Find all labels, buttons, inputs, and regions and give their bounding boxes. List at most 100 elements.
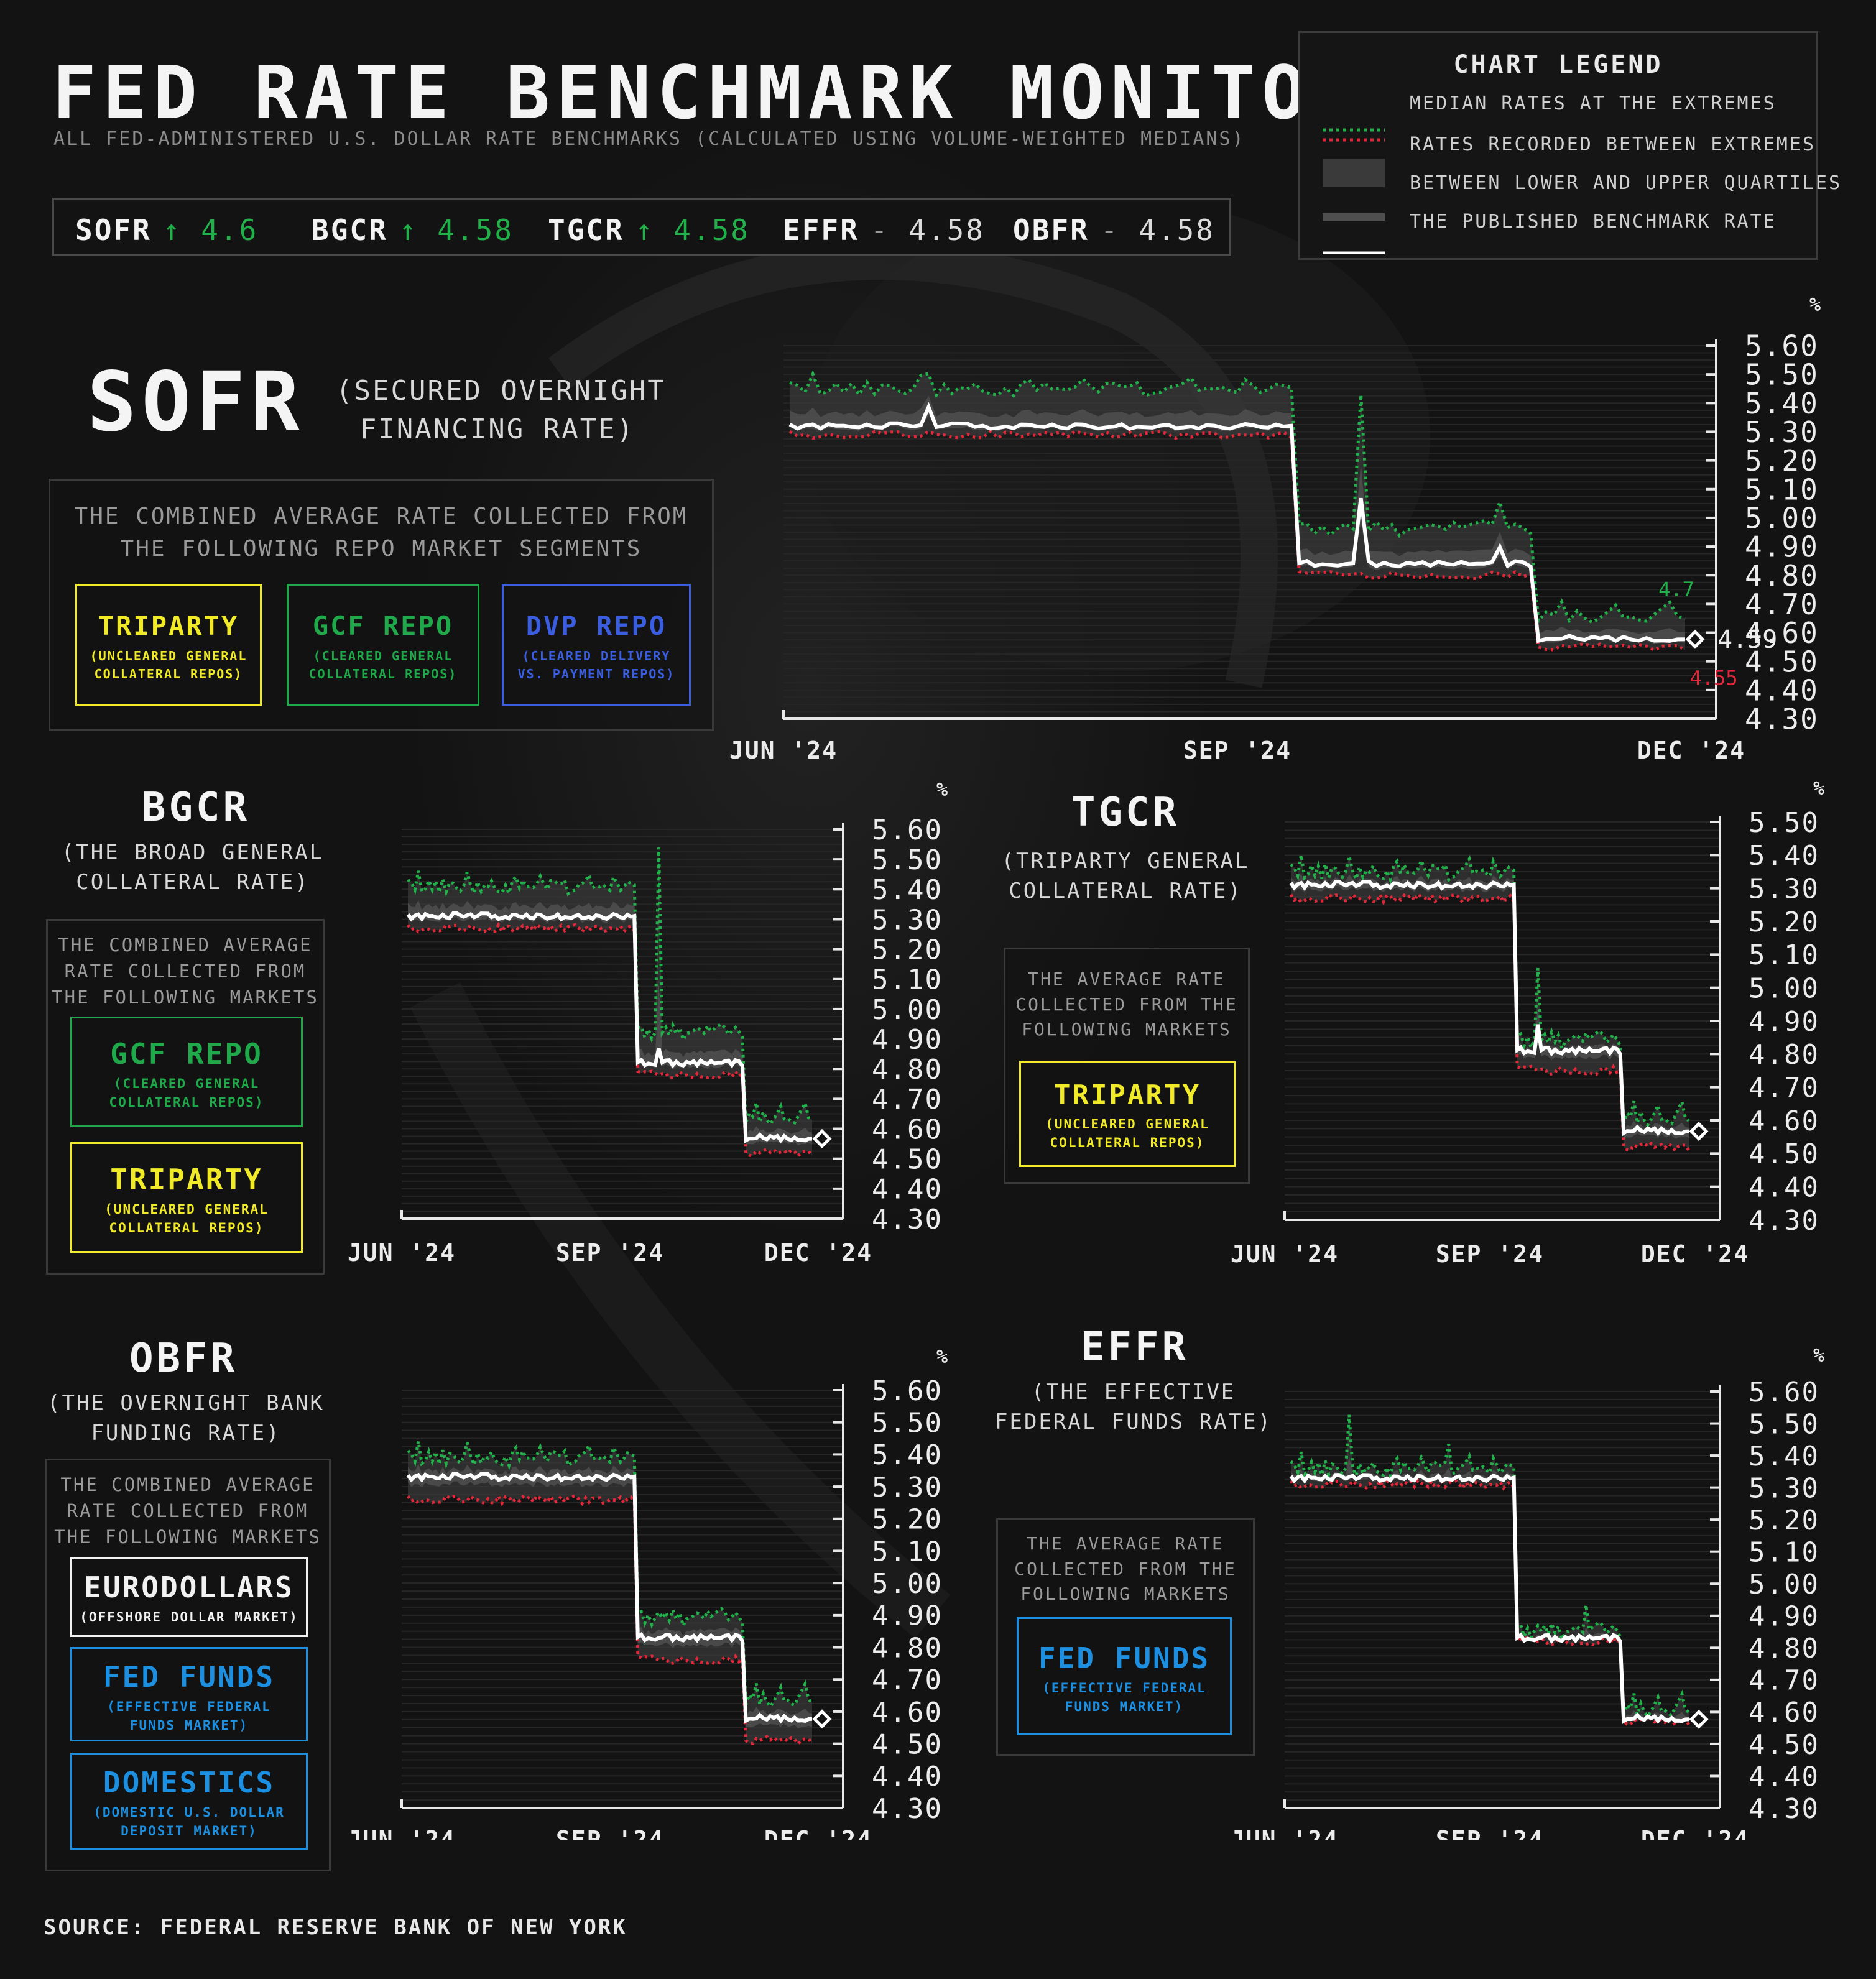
y-tick-label: 5.00 [1749, 1569, 1819, 1600]
y-tick-label: 5.30 [872, 904, 943, 936]
obfr-box-line2: RATE COLLECTED FROM [67, 1500, 309, 1522]
y-tick-label: 5.40 [1749, 1441, 1819, 1472]
y-tick-label: 5.00 [1745, 501, 1819, 535]
benchmark-line [1289, 880, 1689, 1137]
tgcr-chart: 5.505.405.305.205.105.004.904.804.704.60… [1231, 778, 1824, 1268]
market-name: FED FUNDS [103, 1660, 275, 1694]
bgcr-market-gcf: GCF REPO (CLEARED GENERAL COLLATERAL REP… [70, 1017, 303, 1127]
x-tick-label: DEC '24 [764, 1826, 872, 1840]
market-desc-2: FUNDS MARKET) [1065, 1699, 1184, 1715]
y-tick-label: 5.20 [1749, 906, 1819, 938]
y-tick-label: 5.30 [1745, 415, 1819, 449]
bgcr-title: BGCR [141, 785, 251, 831]
y-tick-label: 5.50 [872, 1408, 943, 1439]
bgcr-market-triparty: TRIPARTY (UNCLEARED GENERAL COLLATERAL R… [70, 1142, 303, 1253]
obfr-box-line3: THE FOLLOWING MARKETS [54, 1526, 321, 1548]
y-tick-label: 5.30 [872, 1472, 943, 1503]
y-tick-label: 4.90 [1745, 530, 1819, 564]
benchmark-line [406, 1472, 813, 1724]
tgcr-box-line3: FOLLOWING MARKETS [1022, 1019, 1232, 1040]
y-tick-label: 5.50 [1745, 358, 1819, 392]
ticker-tgcr: TGCR ↑ 4.58 [548, 213, 750, 247]
upper-extreme-line [407, 1441, 813, 1710]
bgcr-chart: 5.605.505.405.305.205.105.004.904.804.70… [348, 779, 948, 1266]
y-tick-label: 4.70 [1749, 1665, 1819, 1697]
market-desc-1: (UNCLEARED GENERAL [90, 648, 247, 663]
latest-value-marker [812, 1128, 832, 1148]
effr-markets-box: THE AVERAGE RATE COLLECTED FROM THE FOLL… [996, 1518, 1255, 1756]
market-desc-2: COLLATERAL REPOS) [109, 1220, 264, 1236]
tgcr-box-line1: THE AVERAGE RATE [1028, 969, 1226, 989]
ticker-value: 4.58 [673, 213, 750, 247]
y-tick-label: 4.40 [1745, 673, 1819, 707]
legend-title: CHART LEGEND [1453, 50, 1663, 79]
y-tick-label: 4.60 [1749, 1105, 1819, 1137]
bgcr-fullname-1: (THE BROAD GENERAL [61, 840, 325, 865]
quartile-band [790, 395, 1685, 644]
latest-value-marker [1689, 1122, 1709, 1142]
legend-item-between: RATES RECORDED BETWEEN EXTREMES [1410, 134, 1816, 155]
market-name: TRIPARTY [98, 611, 239, 641]
y-tick-label: 4.90 [1749, 1006, 1819, 1038]
y-axis-unit: % [936, 1346, 948, 1368]
extremes-band [1291, 1414, 1689, 1725]
y-tick-label: 5.40 [872, 874, 943, 906]
x-tick-label: DEC '24 [1641, 1826, 1749, 1840]
ticker-value: 4.58 [908, 213, 985, 247]
ticker-bgcr: BGCR ↑ 4.58 [312, 213, 514, 247]
market-desc-2: COLLATERAL REPOS) [1050, 1135, 1205, 1151]
market-desc-1: (CLEARED DELIVERY [522, 648, 671, 663]
obfr-fullname-2: FUNDING RATE) [91, 1421, 281, 1446]
sofr-title: SOFR [87, 354, 305, 450]
ticker-label: OBFR [1013, 213, 1089, 247]
bgcr-fullname-2: COLLATERAL RATE) [76, 870, 310, 895]
bgcr-box-line3: THE FOLLOWING MARKETS [52, 987, 319, 1008]
y-tick-label: 5.10 [1749, 1537, 1819, 1569]
bgcr-box-line2: RATE COLLECTED FROM [64, 961, 307, 982]
sofr-market-gcf: GCF REPO (CLEARED GENERAL COLLATERAL REP… [287, 584, 479, 706]
y-tick-label: 5.00 [872, 1568, 943, 1600]
market-name: EURODOLLARS [84, 1571, 294, 1604]
sofr-box-line1: THE COMBINED AVERAGE RATE COLLECTED FROM [74, 504, 688, 529]
legend-item-quartiles: BETWEEN LOWER AND UPPER QUARTILES [1410, 172, 1842, 194]
upper-extreme-line [1290, 854, 1690, 1128]
y-tick-label: 5.10 [1749, 939, 1819, 971]
x-tick-label: JUN '24 [1231, 1826, 1339, 1840]
sofr-box-line2: THE FOLLOWING REPO MARKET SEGMENTS [120, 536, 642, 562]
effr-box-line3: FOLLOWING MARKETS [1020, 1584, 1231, 1605]
y-tick-label: 4.60 [872, 1697, 943, 1728]
market-desc-1: (CLEARED GENERAL [113, 1076, 260, 1091]
market-desc-1: (UNCLEARED GENERAL [1045, 1117, 1209, 1132]
y-tick-label: 4.30 [1749, 1793, 1819, 1825]
tgcr-fullname-1: (TRIPARTY GENERAL [1001, 849, 1250, 874]
ticker-obfr: OBFR - 4.58 [1013, 213, 1215, 247]
y-tick-label: 5.30 [1749, 1472, 1819, 1504]
ticker-bar: SOFR ↑ 4.6 BGCR ↑ 4.58 TGCR ↑ 4.58 EFFR - 4.… [52, 198, 1231, 256]
effr-chart: 5.605.505.405.305.205.105.004.904.804.70… [1231, 1345, 1824, 1840]
y-axis-unit: % [1813, 1345, 1824, 1367]
obfr-markets-box: THE COMBINED AVERAGE RATE COLLECTED FROM… [45, 1459, 331, 1871]
ticker-label: BGCR [312, 213, 388, 247]
ticker-value: 4.58 [1139, 213, 1215, 247]
legend-item-extremes: MEDIAN RATES AT THE EXTREMES [1410, 93, 1777, 114]
chart-legend: CHART LEGEND MEDIAN RATES AT THE EXTREME… [1298, 31, 1840, 260]
effr-box-line1: THE AVERAGE RATE [1027, 1533, 1224, 1554]
y-tick-label: 4.50 [1745, 645, 1819, 678]
y-tick-label: 4.90 [872, 1024, 943, 1056]
x-tick-label: SEP '24 [1436, 1240, 1544, 1268]
y-tick-label: 5.50 [1749, 807, 1819, 839]
market-name: TRIPARTY [1054, 1079, 1201, 1111]
market-desc-1: (UNCLEARED GENERAL [104, 1202, 269, 1217]
y-tick-label: 4.40 [872, 1761, 943, 1792]
x-tick-label: DEC '24 [764, 1239, 872, 1266]
y-tick-label: 5.00 [1749, 973, 1819, 1005]
ticker-arrow: ↑ [399, 213, 418, 247]
benchmark-line [788, 402, 1686, 644]
y-tick-label: 5.20 [1745, 444, 1819, 477]
market-desc-2: COLLATERAL REPOS) [94, 667, 243, 681]
ticker-arrow: - [870, 213, 890, 247]
y-tick-label: 4.80 [872, 1054, 943, 1086]
y-tick-label: 5.20 [1749, 1505, 1819, 1536]
y-tick-label: 4.70 [872, 1664, 943, 1696]
market-desc-1: (OFFSHORE DOLLAR MARKET) [80, 1610, 298, 1625]
